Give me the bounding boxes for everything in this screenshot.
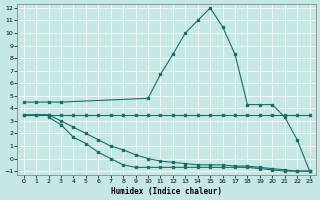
X-axis label: Humidex (Indice chaleur): Humidex (Indice chaleur) bbox=[111, 187, 222, 196]
